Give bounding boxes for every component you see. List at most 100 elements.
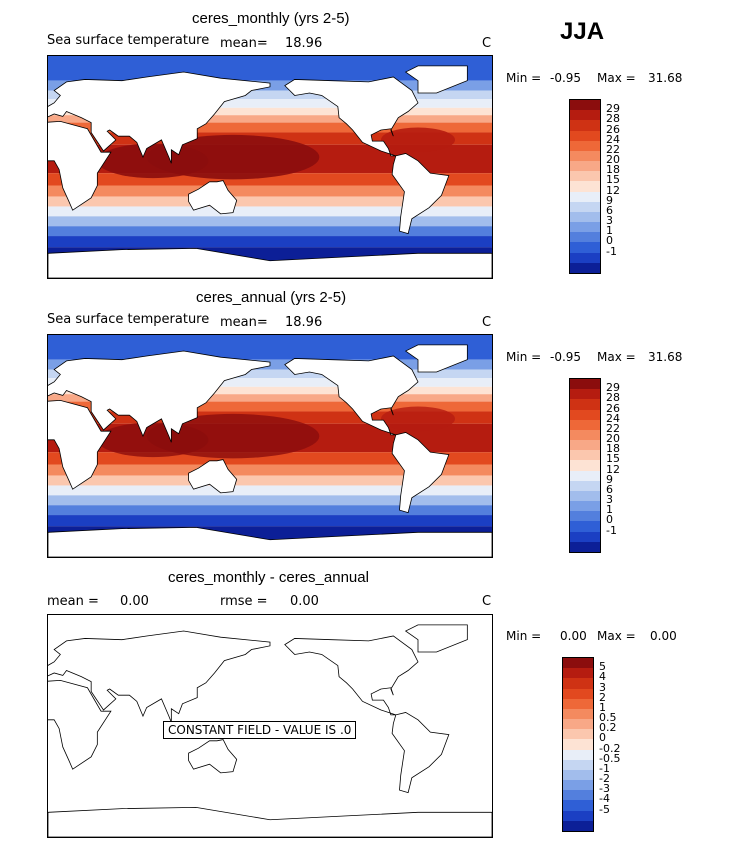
colorbar-tick-label: 0 — [606, 513, 613, 527]
colorbar-swatch — [570, 460, 600, 471]
colorbar-swatch — [570, 252, 600, 263]
sst-band — [48, 485, 492, 496]
land-mass — [284, 635, 419, 716]
colorbar-swatch — [570, 429, 600, 441]
panel1-sst-field — [48, 56, 492, 278]
colorbar-swatch — [570, 470, 600, 481]
sst-band — [48, 99, 492, 108]
colorbar-tick-label: 5 — [599, 660, 606, 674]
colorbar-tick-label: 2 — [599, 690, 606, 704]
panel3-max-label: Max = — [597, 629, 636, 643]
panel3-min-label: Min = — [506, 629, 542, 643]
colorbar-tick-label: 22 — [606, 142, 620, 156]
colorbar-tick-label: 29 — [606, 381, 620, 395]
colorbar-tick-label: 26 — [606, 122, 620, 136]
colorbar-swatch — [570, 222, 600, 233]
colorbar-tick-label: 0.5 — [599, 711, 617, 725]
constant-field-label: CONSTANT FIELD - VALUE IS .0 — [163, 721, 357, 739]
sst-band — [48, 90, 492, 100]
colorbar-swatch — [570, 120, 600, 131]
colorbar-swatch — [563, 759, 593, 770]
panel2-title: ceres_annual (yrs 2-5) — [196, 289, 347, 306]
colorbar-swatch — [570, 191, 600, 202]
sst-band — [48, 369, 492, 379]
colorbar-swatch — [563, 749, 593, 760]
panel3-colorbar — [562, 657, 594, 832]
land-mass — [48, 806, 492, 837]
panel1-title: ceres_monthly (yrs 2-5) — [192, 10, 350, 27]
panel2-colorbar-labels: 29 28 26 24 22 20 18 15 12 9 6 3 1 0 -1 — [606, 378, 646, 551]
panel1-min-label: Min = — [506, 71, 542, 85]
panel3-rmse-value: 0.00 — [290, 594, 319, 609]
colorbar-swatch — [563, 658, 593, 669]
colorbar-swatch — [563, 739, 593, 750]
panel3-map: CONSTANT FIELD - VALUE IS .0 — [47, 614, 493, 838]
colorbar-tick-label: 3 — [599, 680, 606, 694]
colorbar-swatch — [570, 419, 600, 430]
colorbar-swatch — [570, 262, 600, 273]
panel2-max-label: Max = — [597, 350, 636, 364]
colorbar-tick-label: 22 — [606, 421, 620, 435]
colorbar-swatch — [563, 698, 593, 709]
panel2-max-value: 31.68 — [648, 350, 683, 364]
colorbar-swatch — [570, 181, 600, 192]
panel1-map — [47, 55, 493, 279]
colorbar-swatch — [563, 800, 593, 811]
colorbar-tick-label: 24 — [606, 411, 620, 425]
land-mass — [391, 712, 450, 794]
colorbar-swatch — [570, 501, 600, 512]
colorbar-swatch — [570, 150, 600, 162]
colorbar-tick-label: -1 — [599, 761, 610, 775]
colorbar-swatch — [563, 820, 593, 831]
colorbar-swatch — [563, 810, 593, 821]
colorbar-tick-label: 0 — [606, 234, 613, 248]
colorbar-swatch — [570, 399, 600, 410]
colorbar-swatch — [563, 769, 593, 781]
warm-pool — [381, 127, 455, 153]
colorbar-tick-label: -4 — [599, 792, 610, 806]
land-mass — [391, 432, 450, 514]
panel2-units: C — [482, 315, 492, 330]
land-mass — [284, 76, 419, 157]
colorbar-tick-label: -3 — [599, 782, 610, 796]
colorbar-swatch — [570, 110, 600, 121]
panel3-colorbar-labels: 5 4 3 2 1 0.5 0.2 0 -0.2 -0.5 -1 -2 -3 -4 -5 — [599, 657, 644, 830]
colorbar-tick-label: -1 — [606, 244, 617, 258]
colorbar-tick-label: 3 — [606, 214, 613, 228]
colorbar-swatch — [563, 790, 593, 801]
land-mass — [188, 739, 238, 774]
colorbar-tick-label: 1 — [599, 700, 606, 714]
colorbar-tick-label: 28 — [606, 391, 620, 405]
panel1-units: C — [482, 36, 492, 51]
colorbar-tick-label: 3 — [606, 493, 613, 507]
land-mass — [48, 630, 271, 723]
land-mass — [48, 247, 492, 278]
sst-band — [48, 378, 492, 387]
colorbar-tick-label: 4 — [599, 670, 606, 684]
panel1-max-value: 31.68 — [648, 71, 683, 85]
colorbar-swatch — [563, 719, 593, 730]
panel2-mean-label: mean= — [220, 315, 268, 330]
panel3-diff-field — [48, 624, 492, 837]
colorbar-swatch — [563, 678, 593, 689]
colorbar-swatch — [570, 440, 600, 451]
land-mass — [404, 624, 468, 653]
sst-band — [48, 464, 492, 476]
panel3-mean-label: mean = — [47, 594, 99, 609]
colorbar-swatch — [570, 161, 600, 172]
sst-band — [48, 206, 492, 217]
panel1-colorbar-labels: 29 28 26 24 22 20 18 15 12 9 6 3 1 0 -1 — [606, 99, 646, 272]
colorbar-swatch — [570, 521, 600, 532]
colorbar-tick-label: 9 — [606, 193, 613, 207]
land-mass — [404, 344, 468, 373]
panel2-sst-field — [48, 335, 492, 557]
colorbar-swatch — [570, 541, 600, 552]
sst-band — [48, 515, 492, 527]
sst-band — [48, 185, 492, 197]
colorbar-swatch — [570, 480, 600, 491]
panel3-mean-value: 0.00 — [120, 594, 149, 609]
land-mass — [284, 355, 419, 436]
land-mass — [188, 180, 238, 215]
land-mass — [48, 526, 492, 557]
colorbar-swatch — [570, 531, 600, 542]
